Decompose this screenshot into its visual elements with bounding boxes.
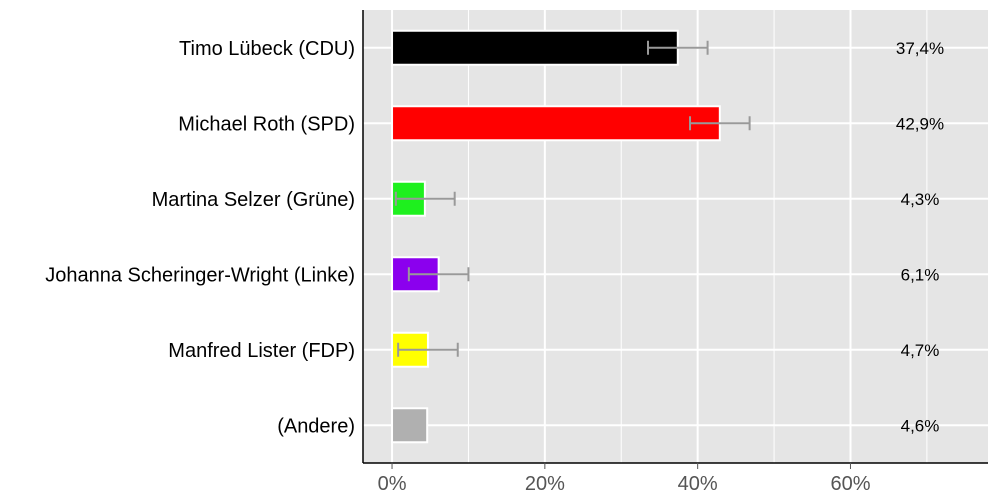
x-tick-label: 0% [378, 473, 407, 495]
category-label: Martina Selzer (Grüne) [152, 189, 355, 211]
bar [391, 29, 679, 66]
bar [391, 407, 429, 444]
bars [391, 29, 721, 444]
value-label: 4,3% [901, 190, 940, 209]
value-label: 6,1% [901, 265, 940, 284]
error-bars [394, 40, 751, 357]
category-label: Manfred Lister (FDP) [168, 340, 355, 362]
plot-background [363, 10, 988, 463]
value-label: 42,9% [896, 114, 944, 133]
x-tick-label: 60% [830, 473, 870, 495]
value-label: 4,7% [901, 341, 940, 360]
category-label: Timo Lübeck (CDU) [179, 38, 355, 60]
category-labels: Timo Lübeck (CDU) Michael Roth (SPD) Marti… [45, 38, 355, 438]
category-label: Michael Roth (SPD) [178, 113, 355, 135]
bar [391, 105, 721, 142]
x-tick-label: 40% [678, 473, 718, 495]
axes [362, 10, 988, 464]
error-bar [646, 40, 709, 55]
value-labels: 37,4% 42,9% 4,3% 6,1% 4,7% 4,6% [896, 39, 944, 436]
value-label: 37,4% [896, 39, 944, 58]
x-tick-labels: 0% 20% 40% 60% [378, 463, 871, 495]
error-bar [394, 191, 456, 206]
error-bar [397, 342, 459, 357]
category-label: Johanna Scheringer-Wright (Linke) [45, 264, 355, 286]
error-bar [689, 116, 751, 131]
category-label: (Andere) [277, 415, 355, 437]
x-tick-label: 20% [525, 473, 565, 495]
value-label: 4,6% [901, 416, 940, 435]
error-bar [407, 267, 470, 282]
